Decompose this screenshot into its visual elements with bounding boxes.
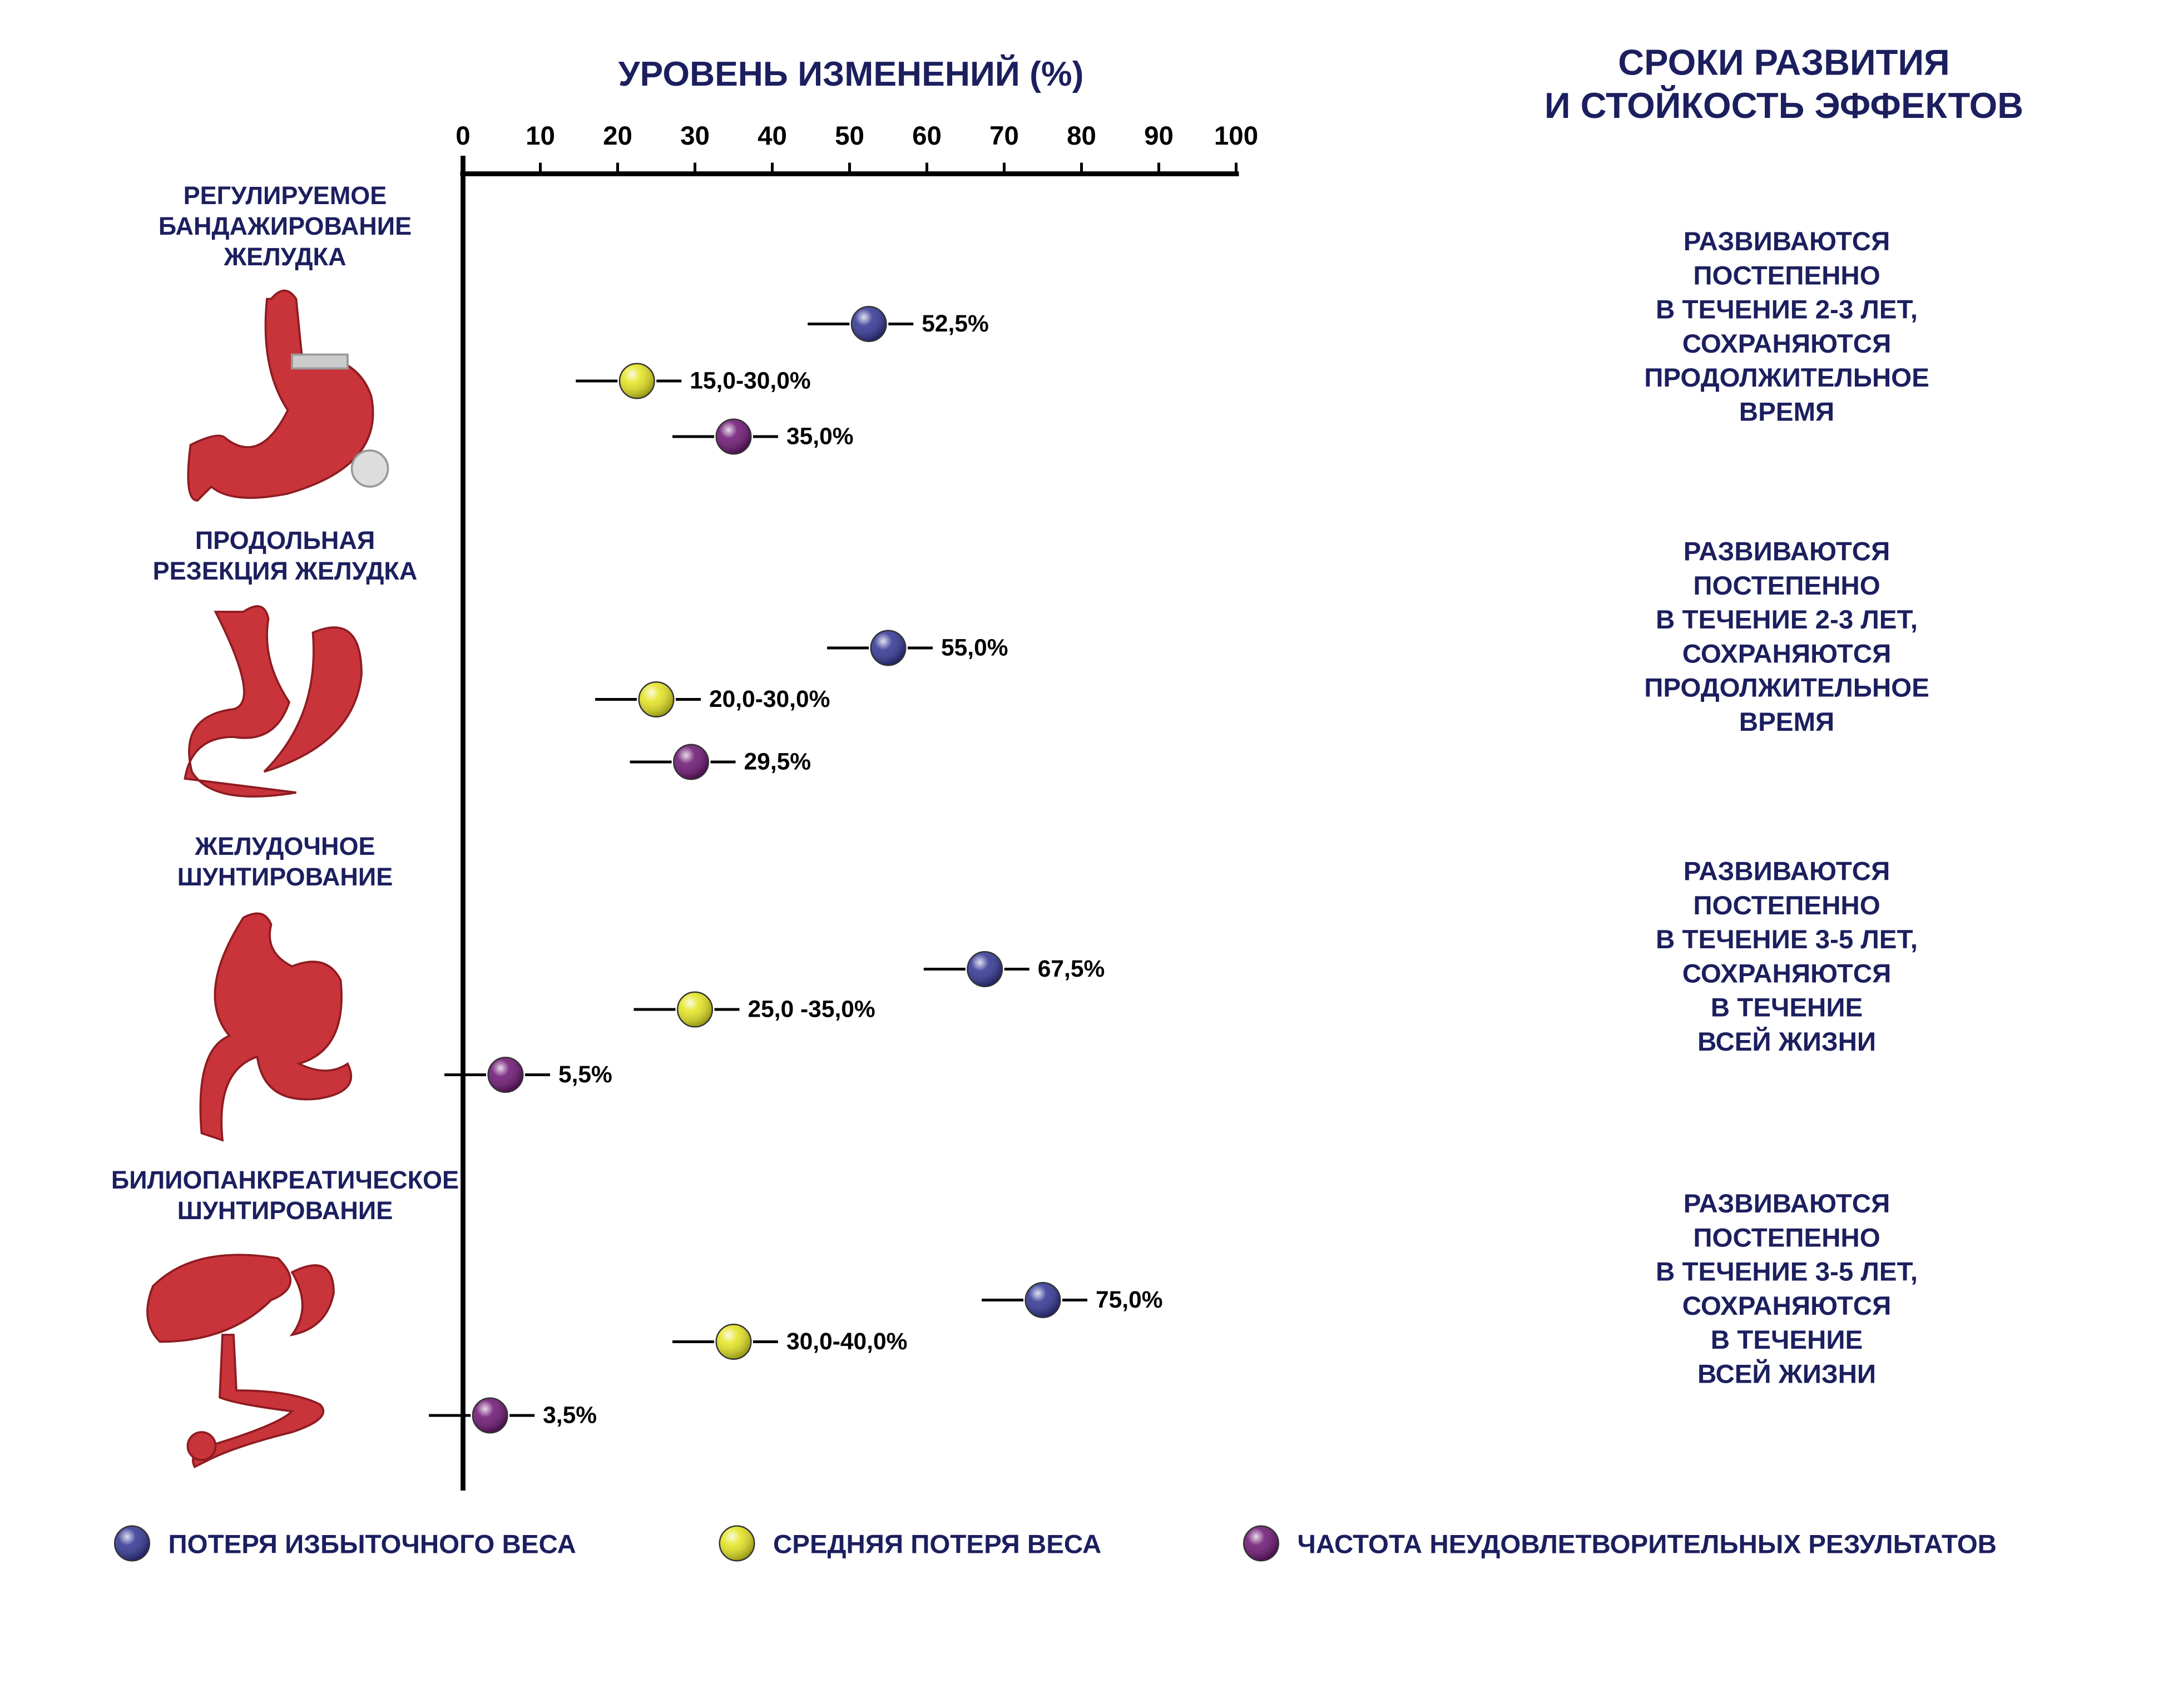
- dot-shine: [717, 420, 750, 453]
- value-label: 52,5%: [922, 311, 989, 337]
- dot-shine: [620, 364, 654, 398]
- x-tick-label: 30: [680, 121, 710, 151]
- illustrations: [146, 289, 389, 1469]
- value-label: 20,0-30,0%: [709, 686, 830, 712]
- legend-label: ПОТЕРЯ ИЗБЫТОЧНОГО ВЕСА: [169, 1530, 576, 1560]
- value-label: 5,5%: [558, 1062, 612, 1088]
- timing-text: ПРОДОЛЖИТЕЛЬНОЕ: [1644, 363, 1929, 393]
- value-label: 3,5%: [543, 1403, 597, 1429]
- side-title: СРОКИ РАЗВИТИЯ: [1618, 42, 1950, 83]
- timing-text: В ТЕЧЕНИЕ 2-3 ЛЕТ,: [1656, 605, 1918, 635]
- x-tick-label: 60: [912, 121, 942, 151]
- side-title: И СТОЙКОСТЬ ЭФФЕКТОВ: [1545, 85, 2023, 126]
- timing-text: В ТЕЧЕНИЕ 3-5 ЛЕТ,: [1656, 1258, 1918, 1287]
- timing-text: ПОСТЕПЕННО: [1693, 891, 1880, 920]
- dot-shine: [968, 952, 1002, 986]
- timing-text: ВРЕМЯ: [1739, 397, 1834, 427]
- legend-label: СРЕДНЯЯ ПОТЕРЯ ВЕСА: [773, 1530, 1101, 1560]
- value-label: 55,0%: [941, 635, 1008, 661]
- x-tick-label: 80: [1067, 121, 1096, 151]
- category-label: РЕГУЛИРУЕМОЕ: [184, 181, 387, 210]
- value-label: 30,0-40,0%: [786, 1329, 907, 1355]
- value-label: 15,0-30,0%: [690, 368, 810, 394]
- x-tick-label: 90: [1144, 121, 1174, 151]
- x-tick-label: 70: [989, 121, 1019, 151]
- dot-shine: [640, 682, 674, 716]
- dot-shine: [1244, 1527, 1278, 1560]
- category-label: ШУНТИРОВАНИЕ: [177, 1196, 393, 1225]
- value-label: 29,5%: [744, 749, 811, 775]
- category-label: ЖЕЛУДКА: [224, 242, 347, 271]
- dot-shine: [717, 1325, 750, 1359]
- dot-shine: [720, 1527, 754, 1560]
- category-label: БАНДАЖИРОВАНИЕ: [159, 212, 412, 240]
- dot-shine: [674, 745, 708, 779]
- x-tick-label: 0: [456, 121, 470, 151]
- category-label: РЕЗЕКЦИЯ ЖЕЛУДКА: [153, 557, 418, 585]
- legend-label: ЧАСТОТА НЕУДОВЛЕТВОРИТЕЛЬНЫХ РЕЗУЛЬТАТОВ: [1298, 1530, 1997, 1560]
- chart-title: УРОВЕНЬ ИЗМЕНЕНИЙ (%): [618, 54, 1084, 93]
- timing-text: ВСЕЙ ЖИЗНИ: [1697, 1026, 1876, 1057]
- timing-text: ПОСТЕПЕННО: [1693, 1223, 1880, 1252]
- timing-text: ПОСТЕПЕННО: [1693, 571, 1880, 601]
- category-label: ШУНТИРОВАНИЕ: [177, 863, 393, 891]
- timing-text: РАЗВИВАЮТСЯ: [1684, 537, 1890, 567]
- timing-text: СОХРАНЯЮТСЯ: [1682, 639, 1891, 669]
- dot-shine: [473, 1399, 507, 1432]
- dot-shine: [115, 1527, 149, 1560]
- timing-text: В ТЕЧЕНИЕ 2-3 ЛЕТ,: [1656, 295, 1918, 325]
- timing-text: ВСЕЙ ЖИЗНИ: [1697, 1358, 1876, 1389]
- timing-text: ВРЕМЯ: [1739, 707, 1834, 737]
- x-tick-label: 10: [526, 121, 555, 151]
- x-tick-label: 20: [603, 121, 632, 151]
- timing-text: РАЗВИВАЮТСЯ: [1684, 1189, 1890, 1219]
- value-label: 67,5%: [1038, 956, 1105, 982]
- x-tick-label: 100: [1214, 121, 1258, 151]
- value-label: 25,0 -35,0%: [748, 997, 875, 1023]
- timing-text: СОХРАНЯЮТСЯ: [1682, 1291, 1891, 1321]
- value-label: 75,0%: [1096, 1287, 1163, 1313]
- timing-text: РАЗВИВАЮТСЯ: [1684, 857, 1890, 887]
- category-label: БИЛИОПАНКРЕАТИЧЕСКОЕ: [111, 1166, 459, 1194]
- timing-text: СОХРАНЯЮТСЯ: [1682, 959, 1891, 988]
- value-label: 35,0%: [786, 424, 854, 450]
- dot-shine: [1026, 1283, 1060, 1317]
- x-tick-label: 40: [758, 121, 787, 151]
- category-label: ПРОДОЛЬНАЯ: [195, 526, 375, 555]
- timing-text: РАЗВИВАЮТСЯ: [1684, 227, 1890, 256]
- dot-shine: [488, 1058, 522, 1092]
- timing-text: ПРОДОЛЖИТЕЛЬНОЕ: [1644, 674, 1929, 703]
- dot-shine: [678, 993, 712, 1026]
- timing-text: ПОСТЕПЕННО: [1693, 261, 1880, 290]
- timing-text: СОХРАНЯЮТСЯ: [1682, 329, 1891, 359]
- dot-shine: [852, 307, 886, 341]
- timing-text: В ТЕЧЕНИЕ: [1711, 993, 1863, 1023]
- timing-text: В ТЕЧЕНИЕ 3-5 ЛЕТ,: [1656, 925, 1918, 954]
- timing-text: В ТЕЧЕНИЕ: [1711, 1325, 1863, 1355]
- x-tick-label: 50: [835, 121, 864, 151]
- category-label: ЖЕЛУДОЧНОЕ: [194, 832, 375, 860]
- dot-shine: [872, 631, 905, 665]
